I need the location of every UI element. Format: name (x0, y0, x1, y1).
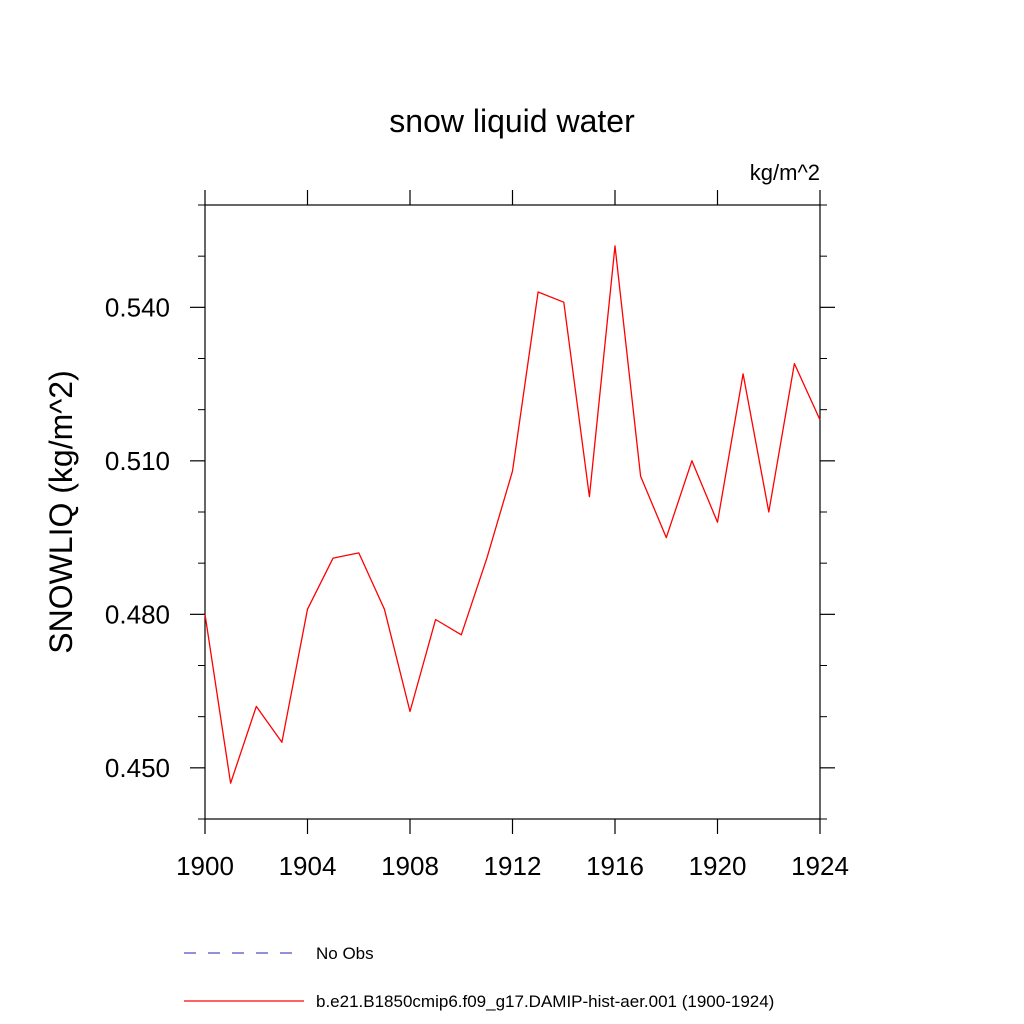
legend: No Obs b.e21.B1850cmip6.f09_g17.DAMIP-his… (184, 944, 774, 1011)
x-tick-label: 1916 (586, 851, 644, 881)
units-label: kg/m^2 (750, 160, 820, 185)
legend-label: b.e21.B1850cmip6.f09_g17.DAMIP-hist-aer.… (316, 992, 774, 1011)
x-tick-label: 1924 (791, 851, 849, 881)
y-tick-label: 0.450 (105, 753, 170, 783)
chart-title: snow liquid water (389, 103, 635, 139)
x-tick-label: 1920 (689, 851, 747, 881)
series-group (204, 245, 821, 784)
plot-frame (204, 204, 821, 820)
y-tick-label: 0.540 (105, 292, 170, 322)
y-axis-label: SNOWLIQ (kg/m^2) (43, 370, 79, 653)
y-tick-label: 0.480 (105, 599, 170, 629)
series-line-0 (204, 245, 821, 784)
y-tick-label: 0.510 (105, 446, 170, 476)
legend-label: No Obs (316, 944, 374, 963)
x-axis-tick-labels: 1900 1904 1908 1912 1916 1920 1924 (176, 851, 849, 881)
x-tick-label: 1900 (176, 851, 234, 881)
x-tick-label: 1904 (279, 851, 337, 881)
y-axis-tick-labels: 0.450 0.480 0.510 0.540 (105, 292, 170, 782)
x-axis-ticks (204, 190, 821, 834)
y-axis-ticks (190, 204, 835, 820)
x-tick-label: 1912 (484, 851, 542, 881)
x-tick-label: 1908 (381, 851, 439, 881)
